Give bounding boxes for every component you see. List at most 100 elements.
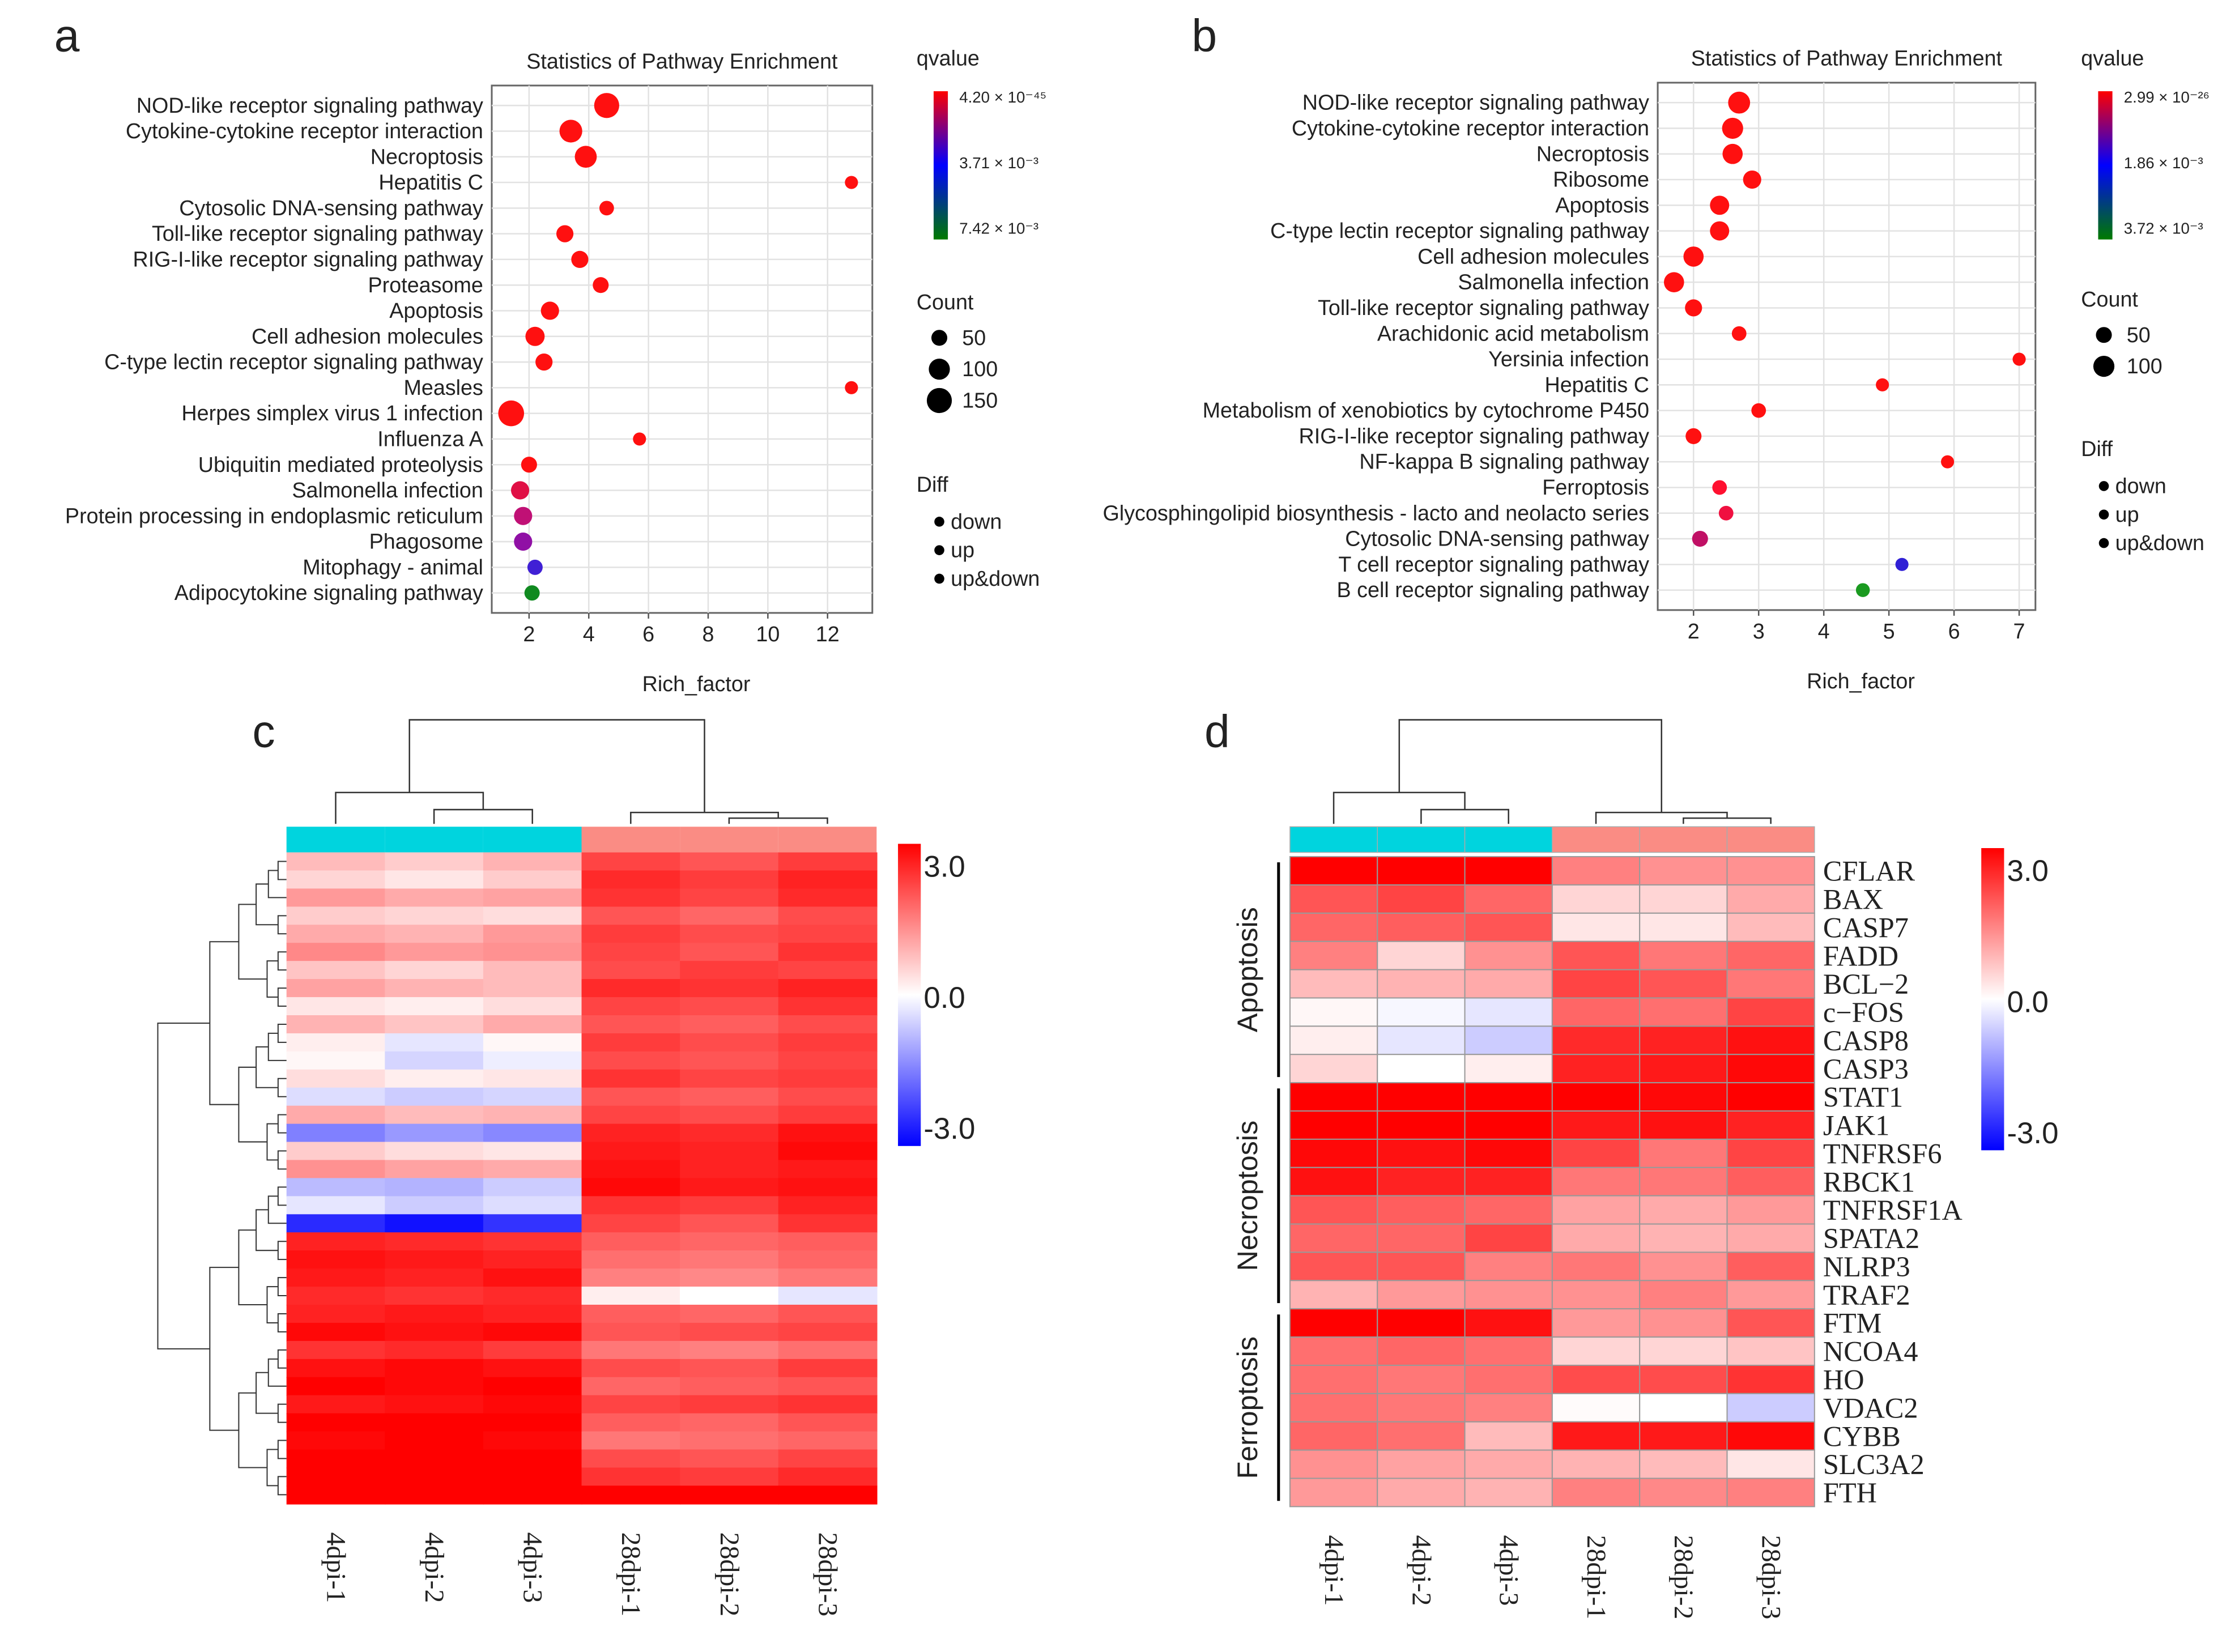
- heatmap-cell: [778, 1160, 878, 1179]
- pathway-label: Protein processing in endoplasmic reticu…: [65, 504, 483, 527]
- diff-legend-label: down: [951, 509, 1002, 533]
- column-dendrogram-branch: [728, 817, 828, 824]
- heatmap-cell: [1289, 1364, 1378, 1394]
- data-point: [1895, 557, 1909, 571]
- heatmap-cell: [680, 1087, 779, 1106]
- heatmap-cell: [286, 1033, 386, 1053]
- x-tick-label: 4: [1818, 619, 1830, 643]
- heatmap-cell: [778, 1467, 878, 1487]
- heatmap-cell: [483, 1377, 582, 1396]
- heatmap-cell: [1464, 997, 1553, 1027]
- gene-label: CFLAR: [1823, 855, 1915, 887]
- heatmap-cell: [1464, 1364, 1553, 1394]
- heatmap-cell: [1464, 969, 1553, 999]
- heatmap-cell: [581, 1033, 681, 1053]
- column-dendrogram-branch: [1333, 791, 1466, 824]
- heatmap-cell: [286, 943, 386, 962]
- heatmap-cell: [286, 1359, 386, 1378]
- heatmap-cell: [1551, 1251, 1641, 1281]
- heatmap-cell: [1639, 1478, 1728, 1508]
- data-point: [1731, 326, 1747, 341]
- heatmap-cell: [581, 961, 681, 980]
- heatmap-cell: [1639, 884, 1728, 914]
- heatmap-cell: [483, 1395, 582, 1414]
- heatmap-cell: [1289, 1195, 1378, 1225]
- heatmap-cell: [483, 1142, 582, 1161]
- chart-title: Statistics of Pathway Enrichment: [526, 49, 838, 73]
- heatmap-cell: [385, 1196, 484, 1215]
- plot-frame: [1657, 82, 2037, 611]
- data-point: [1685, 299, 1702, 317]
- heatmap-cell: [1639, 1223, 1728, 1253]
- heatmap-cell: [1289, 1336, 1378, 1366]
- data-point: [594, 93, 619, 118]
- heatmap-cell: [778, 1087, 878, 1106]
- count-legend-label: 100: [962, 357, 998, 381]
- data-point: [540, 301, 559, 320]
- x-tick-label: 6: [1948, 619, 1960, 643]
- heatmap-cell: [680, 888, 779, 908]
- heatmap-cell: [1551, 1223, 1641, 1253]
- heatmap-cell: [1639, 1082, 1728, 1112]
- heatmap-cell: [778, 1340, 878, 1360]
- row-dendrogram-branch: [209, 941, 239, 1105]
- row-group-label: Necroptosis: [1231, 1121, 1263, 1271]
- heatmap-cell: [581, 1069, 681, 1089]
- pathway-label: Cytokine-cytokine receptor interaction: [1292, 116, 1649, 140]
- heatmap-cell: [286, 1015, 386, 1034]
- heatmap-cell: [483, 1069, 582, 1089]
- heatmap-cell: [778, 1268, 878, 1288]
- data-point: [845, 381, 858, 394]
- heatmap-cell: [581, 1359, 681, 1378]
- heatmap-cell: [1551, 1449, 1641, 1479]
- heatmap-cell: [680, 1287, 779, 1306]
- heatmap-cell: [483, 1359, 582, 1378]
- heatmap-cell: [286, 1287, 386, 1306]
- heatmap-cell: [286, 1305, 386, 1324]
- heatmap-cell: [1464, 1251, 1553, 1281]
- heatmap-cell: [680, 1322, 779, 1342]
- heatmap-cell: [483, 852, 582, 871]
- heatmap-cell: [680, 1305, 779, 1324]
- row-dendrogram-branch: [238, 1229, 267, 1306]
- data-point: [525, 326, 545, 346]
- heatmap-cell: [1289, 1280, 1378, 1310]
- row-dendrogram-branch: [267, 1195, 287, 1224]
- diff-legend-dot: [2098, 538, 2109, 548]
- group-annotation-cell: [1552, 826, 1640, 853]
- heatmap-cell: [385, 1250, 484, 1270]
- heatmap-cell: [1551, 1421, 1641, 1451]
- row-dendrogram-branch: [256, 883, 278, 926]
- heatmap-cell: [1377, 1449, 1466, 1479]
- heatmap-cell: [385, 1069, 484, 1089]
- heatmap-cell: [1726, 1421, 1815, 1451]
- pathway-label: Cell adhesion molecules: [252, 324, 483, 348]
- colorbar-label: 3.0: [923, 850, 965, 883]
- column-dendrogram-branch: [335, 791, 484, 824]
- heatmap-cell: [1726, 884, 1815, 914]
- heatmap-cell: [778, 1196, 878, 1215]
- column-label: 4dpi-1: [321, 1532, 351, 1603]
- pathway-label: Hepatitis C: [378, 171, 483, 194]
- x-axis-label: Rich_factor: [1807, 669, 1915, 693]
- panel-a-bubble-chart: 2 4 6 8 10 12 NOD-like receptor signaling path…: [65, 46, 1046, 696]
- x-tick-label: 2: [523, 622, 535, 646]
- heatmap-cell: [385, 1431, 484, 1450]
- x-tick-label: 8: [702, 622, 714, 646]
- heatmap-cell: [778, 1123, 878, 1143]
- qvalue-label: 7.42 × 10⁻³: [959, 220, 1038, 237]
- pathway-label: Cell adhesion molecules: [1417, 244, 1649, 268]
- qvalue-colorbar: [933, 91, 948, 240]
- group-annotation-cell: [680, 827, 778, 853]
- row-group-label: Ferroptosis: [1231, 1336, 1263, 1479]
- heatmap-cell: [680, 1359, 779, 1378]
- pathway-label: Cytosolic DNA-sensing pathway: [1345, 527, 1649, 551]
- heatmap-cell: [483, 1105, 582, 1125]
- x-tick-label: 6: [642, 622, 654, 646]
- heatmap-cell: [483, 1015, 582, 1034]
- heatmap-cell: [1289, 1421, 1378, 1451]
- column-dendrogram-root: [1398, 719, 1663, 813]
- pathway-label: Glycosphingolipid biosynthesis - lacto a…: [1102, 501, 1649, 525]
- heatmap-cell: [385, 870, 484, 889]
- column-label: 4dpi-2: [1406, 1535, 1436, 1606]
